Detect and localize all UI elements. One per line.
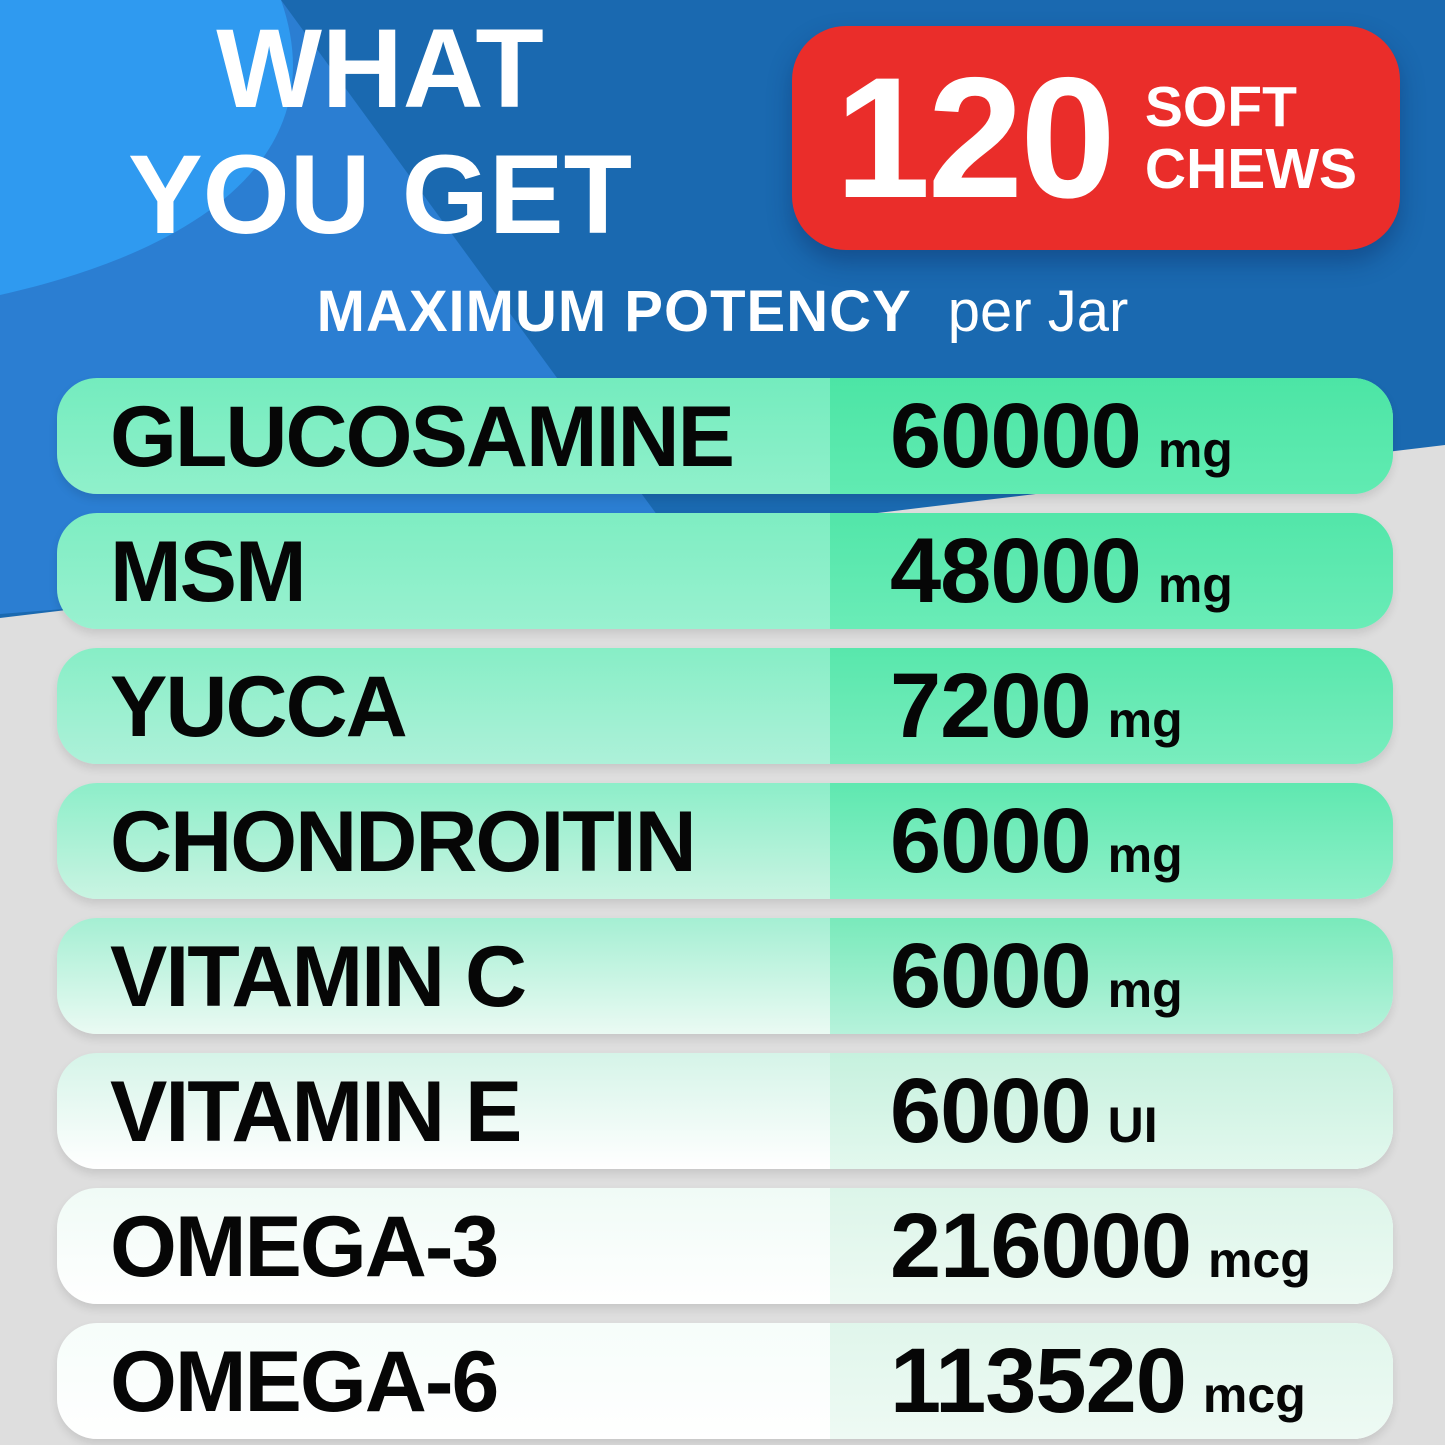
amount-value-group: 113520 mcg: [890, 1323, 1306, 1439]
amount-value-group: 6000 mg: [890, 783, 1183, 899]
table-row: 60000 mg GLUCOSAMINE: [57, 378, 1393, 494]
amount-value: 6000: [890, 1060, 1092, 1162]
badge-unit-line2: CHEWS: [1144, 137, 1358, 201]
amount-unit: mcg: [1208, 1232, 1311, 1288]
amount-value-group: 6000 UI: [890, 1053, 1158, 1169]
ingredient-label: GLUCOSAMINE: [110, 389, 735, 485]
amount-value: 216000: [890, 1195, 1192, 1297]
amount-unit: mg: [1107, 692, 1183, 748]
ingredient-table: 60000 mg GLUCOSAMINE 48000 mg MSM 7200 mg Y…: [57, 378, 1393, 1445]
table-row: 6000 mg VITAMIN C: [57, 918, 1393, 1034]
ingredient-label: OMEGA-3: [110, 1199, 499, 1295]
subtitle-bold: MAXIMUM POTENCY: [316, 279, 912, 344]
ingredient-label: CHONDROITIN: [110, 794, 697, 890]
table-row: 6000 UI VITAMIN E: [57, 1053, 1393, 1169]
ingredient-label: MSM: [110, 524, 307, 620]
page-title: WHAT YOU GET: [30, 6, 730, 258]
amount-value-group: 216000 mcg: [890, 1188, 1311, 1304]
table-row: 48000 mg MSM: [57, 513, 1393, 629]
amount-unit: mg: [1157, 422, 1233, 478]
amount-value: 60000: [890, 385, 1142, 487]
table-row: 113520 mcg OMEGA-6: [57, 1323, 1393, 1439]
badge-unit-line1: SOFT: [1144, 75, 1297, 139]
table-row: 216000 mcg OMEGA-3: [57, 1188, 1393, 1304]
amount-value: 48000: [890, 520, 1142, 622]
badge-count: 120: [834, 42, 1116, 234]
amount-panel: 7200 mg: [830, 648, 1393, 764]
subtitle-regular: per Jar: [947, 279, 1129, 344]
amount-value-group: 6000 mg: [890, 918, 1183, 1034]
amount-value-group: 48000 mg: [890, 513, 1233, 629]
table-row: 7200 mg YUCCA: [57, 648, 1393, 764]
amount-value-group: 7200 mg: [890, 648, 1183, 764]
amount-panel: 60000 mg: [830, 378, 1393, 494]
amount-unit: mg: [1157, 557, 1233, 613]
subtitle: MAXIMUM POTENCY per Jar: [0, 280, 1445, 344]
ingredient-label: VITAMIN C: [110, 929, 527, 1025]
amount-value: 113520: [890, 1330, 1187, 1432]
amount-panel: 216000 mcg: [830, 1188, 1393, 1304]
table-row: 6000 mg CHONDROITIN: [57, 783, 1393, 899]
amount-value-group: 60000 mg: [890, 378, 1233, 494]
amount-value: 6000: [890, 790, 1092, 892]
amount-panel: 6000 UI: [830, 1053, 1393, 1169]
amount-panel: 6000 mg: [830, 783, 1393, 899]
amount-value: 7200: [890, 655, 1092, 757]
page-title-line1: WHAT: [216, 6, 544, 131]
header-light-blue-wedge: [0, 0, 293, 295]
page-title-line2: YOU GET: [127, 132, 633, 257]
ingredient-label: VITAMIN E: [110, 1064, 522, 1160]
amount-value: 6000: [890, 925, 1092, 1027]
amount-panel: 6000 mg: [830, 918, 1393, 1034]
badge-unit: SOFT CHEWS: [1145, 76, 1357, 200]
amount-unit: mg: [1107, 962, 1183, 1018]
ingredient-label: YUCCA: [110, 659, 408, 755]
amount-unit: UI: [1107, 1097, 1158, 1153]
amount-unit: mcg: [1202, 1367, 1306, 1423]
ingredient-label: OMEGA-6: [110, 1334, 499, 1430]
amount-panel: 48000 mg: [830, 513, 1393, 629]
soft-chews-badge: 120 SOFT CHEWS: [792, 26, 1400, 250]
amount-unit: mg: [1107, 827, 1183, 883]
amount-panel: 113520 mcg: [830, 1323, 1393, 1439]
